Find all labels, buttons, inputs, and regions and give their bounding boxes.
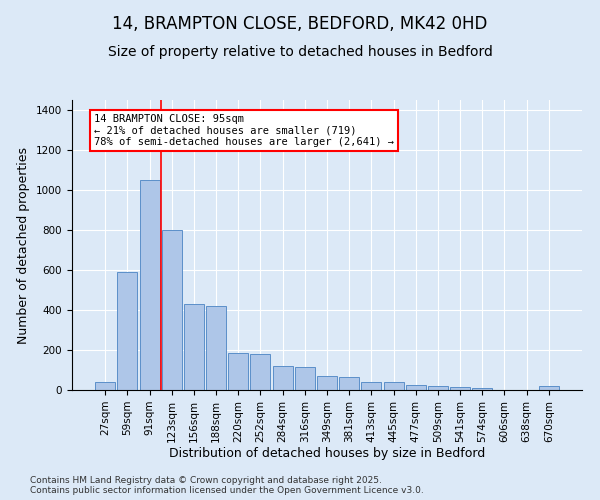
Text: Size of property relative to detached houses in Bedford: Size of property relative to detached ho… bbox=[107, 45, 493, 59]
Bar bbox=[95, 382, 115, 390]
Text: 14 BRAMPTON CLOSE: 95sqm
← 21% of detached houses are smaller (719)
78% of semi-: 14 BRAMPTON CLOSE: 95sqm ← 21% of detach… bbox=[94, 114, 394, 147]
Bar bbox=[184, 304, 204, 390]
Bar bbox=[406, 385, 426, 390]
Bar bbox=[361, 382, 382, 390]
X-axis label: Distribution of detached houses by size in Bedford: Distribution of detached houses by size … bbox=[169, 448, 485, 460]
Bar bbox=[383, 382, 404, 390]
Bar bbox=[339, 377, 359, 390]
Bar bbox=[472, 388, 492, 390]
Bar bbox=[272, 366, 293, 390]
Text: Contains HM Land Registry data © Crown copyright and database right 2025.
Contai: Contains HM Land Registry data © Crown c… bbox=[30, 476, 424, 495]
Bar bbox=[450, 387, 470, 390]
Bar bbox=[206, 306, 226, 390]
Y-axis label: Number of detached properties: Number of detached properties bbox=[17, 146, 31, 344]
Text: 14, BRAMPTON CLOSE, BEDFORD, MK42 0HD: 14, BRAMPTON CLOSE, BEDFORD, MK42 0HD bbox=[112, 15, 488, 33]
Bar bbox=[162, 230, 182, 390]
Bar bbox=[317, 376, 337, 390]
Bar bbox=[539, 386, 559, 390]
Bar bbox=[295, 367, 315, 390]
Bar bbox=[140, 180, 160, 390]
Bar bbox=[250, 354, 271, 390]
Bar bbox=[118, 272, 137, 390]
Bar bbox=[228, 353, 248, 390]
Bar bbox=[428, 386, 448, 390]
